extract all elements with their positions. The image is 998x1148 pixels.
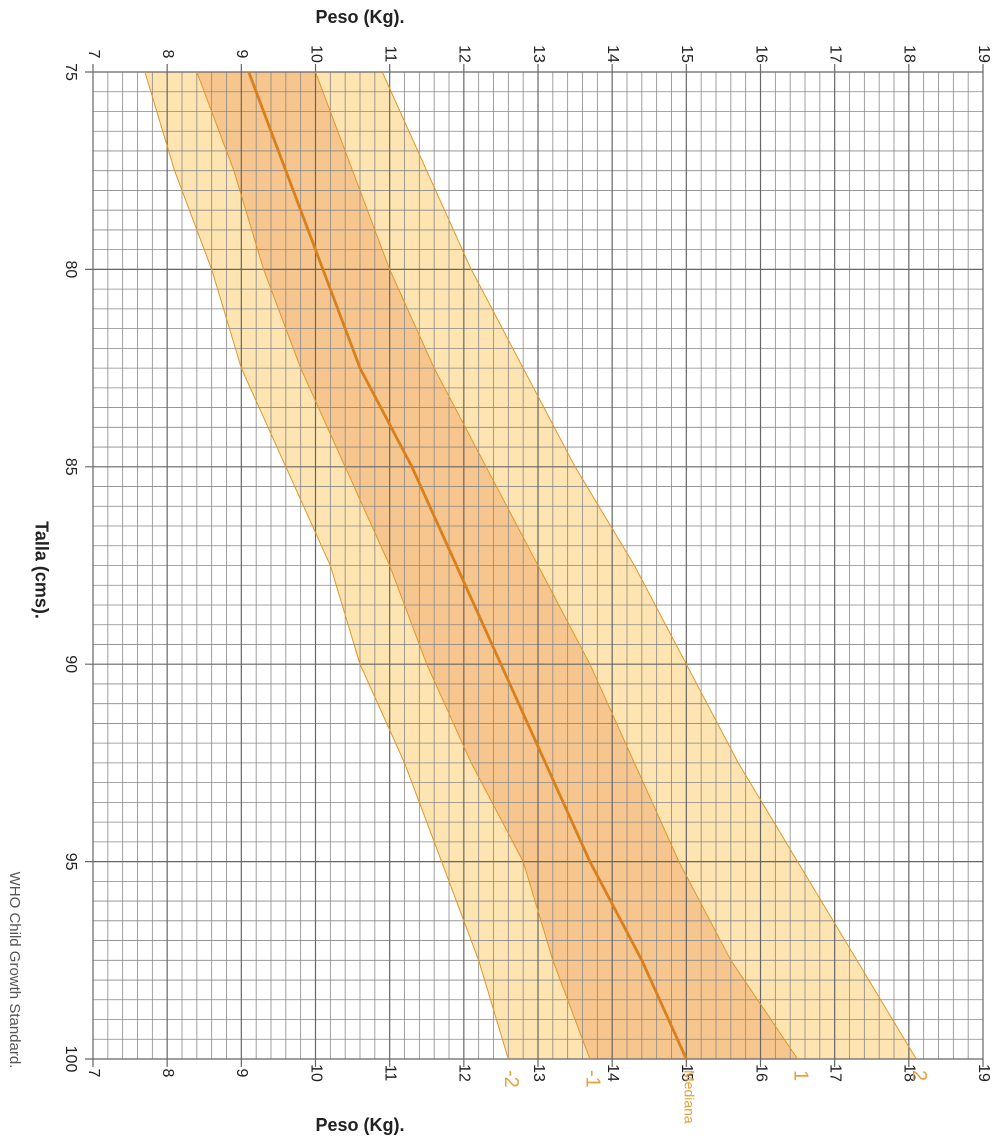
x-tick-label-bottom: 12 [456,1064,473,1082]
x-tick-label-top: 17 [826,45,843,63]
x-tick-label-top: 15 [678,45,695,63]
x-tick-label-bottom: 10 [307,1064,324,1082]
x-tick-label-bottom: 15 [678,1064,695,1082]
x-tick-label-top: 10 [307,45,324,63]
series-label: -1 [582,1070,604,1088]
y-tick-label: 80 [62,261,79,279]
x-tick-label-bottom: 11 [381,1065,398,1082]
x-tick-label-top: 14 [604,45,621,63]
y-tick-label: 85 [62,458,79,476]
y-tick-label: 95 [62,853,79,871]
series-line [315,71,798,1060]
x-tick-label-top: 9 [233,50,250,59]
axis-title-bottom: Peso (Kg). [315,1115,404,1135]
x-tick-label-top: 19 [975,45,992,63]
axis-title-top: Peso (Kg). [315,7,404,27]
series-label: 1 [789,1070,811,1081]
x-tick-label-top: 12 [456,45,473,63]
x-tick-label-bottom: 9 [233,1069,250,1078]
series-label: -2 [500,1070,522,1088]
x-tick-label-bottom: 13 [530,1064,547,1082]
source-note: WHO Child Growth Standard. [6,872,23,1069]
talla-title: Talla (cms). [31,521,51,619]
x-tick-label-top: 18 [901,45,918,63]
series-line [196,71,591,1060]
series-label: Mediana [682,1070,698,1124]
x-tick-label-bottom: 19 [975,1064,992,1082]
x-tick-label-bottom: 18 [901,1064,918,1082]
x-tick-label-bottom: 8 [159,1069,176,1078]
x-tick-label-bottom: 17 [826,1064,843,1082]
series-line [144,71,509,1060]
x-tick-label-top: 11 [381,46,398,63]
series-line [247,71,688,1060]
x-tick-label-top: 13 [530,45,547,63]
x-tick-label-bottom: 7 [85,1069,102,1078]
y-tick-label: 100 [62,1046,79,1073]
series-label: 2 [908,1070,930,1081]
y-tick-label: 75 [62,63,79,81]
series-line [381,71,917,1060]
x-tick-label-bottom: 16 [752,1064,769,1082]
x-tick-label-top: 7 [85,50,102,59]
y-tick-label: 90 [62,655,79,673]
x-tick-label-top: 8 [159,50,176,59]
x-tick-label-bottom: 14 [604,1064,621,1082]
x-tick-label-top: 16 [752,45,769,63]
